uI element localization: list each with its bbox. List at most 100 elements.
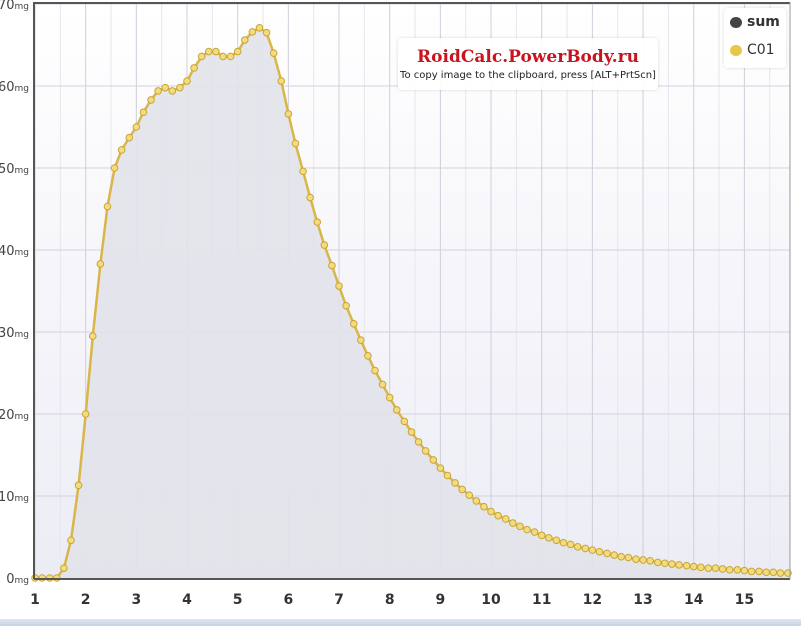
- data-point[interactable]: [320, 241, 329, 249]
- data-point[interactable]: [465, 491, 474, 499]
- data-point[interactable]: [573, 543, 582, 551]
- data-point[interactable]: [704, 564, 713, 572]
- data-point[interactable]: [610, 551, 618, 559]
- data-point[interactable]: [233, 47, 242, 56]
- data-point[interactable]: [190, 64, 198, 72]
- data-point[interactable]: [725, 566, 734, 574]
- data-point[interactable]: [255, 23, 264, 32]
- data-point[interactable]: [88, 332, 97, 340]
- data-point[interactable]: [269, 49, 278, 58]
- data-point[interactable]: [67, 536, 75, 545]
- data-point[interactable]: [110, 164, 119, 172]
- data-point[interactable]: [313, 218, 322, 226]
- data-point[interactable]: [718, 565, 727, 573]
- data-point[interactable]: [183, 77, 191, 85]
- data-point[interactable]: [161, 83, 170, 92]
- data-point[interactable]: [60, 564, 68, 572]
- data-point[interactable]: [154, 87, 162, 95]
- data-point[interactable]: [581, 544, 590, 553]
- data-point[interactable]: [81, 410, 90, 418]
- data-point[interactable]: [516, 522, 524, 531]
- data-point[interactable]: [675, 561, 683, 569]
- data-point[interactable]: [603, 549, 611, 558]
- data-point[interactable]: [523, 525, 531, 534]
- data-point[interactable]: [357, 336, 365, 345]
- data-point[interactable]: [436, 464, 445, 472]
- data-point[interactable]: [74, 481, 83, 490]
- data-point[interactable]: [125, 133, 134, 142]
- data-point[interactable]: [299, 167, 307, 176]
- data-point[interactable]: [429, 456, 438, 464]
- data-point[interactable]: [646, 556, 654, 565]
- data-point[interactable]: [451, 479, 459, 487]
- data-point[interactable]: [176, 83, 184, 92]
- data-point[interactable]: [378, 380, 387, 389]
- data-point[interactable]: [537, 531, 546, 540]
- data-point[interactable]: [559, 538, 568, 547]
- data-point[interactable]: [682, 561, 691, 570]
- data-point[interactable]: [197, 52, 206, 61]
- data-point[interactable]: [248, 28, 257, 36]
- data-point[interactable]: [494, 511, 502, 520]
- data-point[interactable]: [617, 552, 626, 561]
- data-point[interactable]: [96, 260, 105, 268]
- data-point[interactable]: [711, 564, 720, 572]
- legend-item-C01[interactable]: C01: [724, 36, 786, 64]
- data-point[interactable]: [472, 497, 481, 505]
- data-point[interactable]: [284, 110, 293, 118]
- data-point[interactable]: [240, 36, 249, 44]
- data-point[interactable]: [277, 77, 286, 85]
- data-point[interactable]: [139, 108, 148, 117]
- data-point[interactable]: [168, 87, 177, 95]
- data-point[interactable]: [342, 301, 350, 310]
- data-point[interactable]: [212, 47, 220, 56]
- data-point[interactable]: [530, 528, 539, 536]
- data-point[interactable]: [219, 52, 227, 61]
- data-point[interactable]: [733, 566, 742, 574]
- data-point[interactable]: [371, 366, 379, 375]
- data-point[interactable]: [349, 320, 358, 328]
- data-point[interactable]: [306, 193, 314, 202]
- data-point[interactable]: [400, 417, 409, 426]
- data-point[interactable]: [632, 555, 640, 563]
- data-point[interactable]: [747, 567, 756, 576]
- data-point[interactable]: [624, 553, 633, 562]
- legend-item-sum[interactable]: sum: [724, 8, 786, 36]
- data-point[interactable]: [291, 139, 300, 148]
- data-point[interactable]: [385, 393, 394, 402]
- data-point[interactable]: [566, 540, 575, 549]
- data-point[interactable]: [545, 534, 553, 542]
- data-point[interactable]: [205, 47, 213, 56]
- data-point[interactable]: [262, 28, 271, 37]
- data-point[interactable]: [392, 406, 401, 414]
- data-point[interactable]: [443, 471, 452, 480]
- data-point[interactable]: [552, 536, 561, 545]
- data-point[interactable]: [328, 261, 336, 270]
- data-point[interactable]: [595, 547, 604, 556]
- data-point[interactable]: [117, 146, 126, 154]
- data-point[interactable]: [668, 560, 676, 568]
- data-point[interactable]: [755, 567, 763, 576]
- data-point[interactable]: [639, 556, 647, 564]
- data-point[interactable]: [147, 96, 155, 104]
- data-point[interactable]: [414, 438, 423, 446]
- data-point[interactable]: [762, 568, 770, 577]
- data-point[interactable]: [458, 485, 466, 494]
- data-point[interactable]: [407, 428, 416, 436]
- data-point[interactable]: [487, 507, 495, 516]
- data-point[interactable]: [364, 351, 372, 360]
- data-point[interactable]: [776, 569, 785, 577]
- data-point[interactable]: [501, 515, 510, 523]
- data-point[interactable]: [421, 447, 430, 455]
- data-point[interactable]: [226, 52, 235, 61]
- data-point[interactable]: [335, 282, 343, 290]
- data-point[interactable]: [653, 558, 662, 567]
- data-point[interactable]: [132, 123, 141, 131]
- data-point[interactable]: [480, 502, 488, 511]
- data-point[interactable]: [769, 568, 778, 577]
- data-point[interactable]: [661, 559, 669, 568]
- data-point[interactable]: [509, 519, 517, 527]
- data-point[interactable]: [740, 566, 749, 575]
- data-point[interactable]: [588, 546, 597, 554]
- data-point[interactable]: [103, 202, 112, 211]
